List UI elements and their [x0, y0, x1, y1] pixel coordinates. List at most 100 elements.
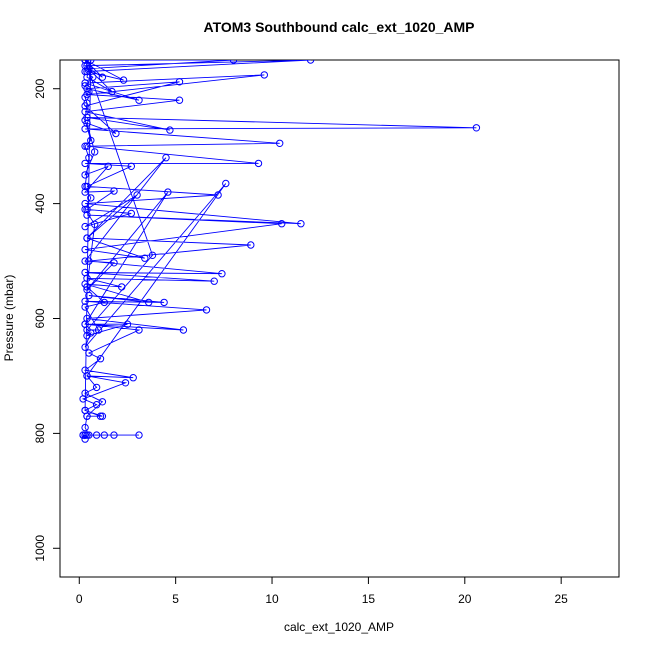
- data-point: [81, 182, 89, 191]
- data-point: [81, 431, 89, 439]
- data-point: [110, 187, 118, 195]
- data-point: [89, 73, 97, 81]
- data-point: [83, 286, 91, 294]
- data-point: [85, 349, 93, 357]
- data-point: [96, 412, 105, 420]
- data-point: [92, 383, 101, 392]
- data-point: [81, 205, 89, 214]
- data-point: [85, 154, 93, 162]
- data-point: [87, 194, 95, 202]
- data-point: [96, 355, 105, 363]
- data-point: [260, 71, 268, 79]
- data-point: [121, 379, 130, 387]
- series-layer: [79, 60, 481, 443]
- data-point: [127, 209, 136, 218]
- data-point: [87, 60, 95, 64]
- data-point: [81, 159, 89, 168]
- data-point: [91, 220, 99, 229]
- x-tick-label: 10: [265, 592, 279, 606]
- data-point: [112, 129, 120, 138]
- data-point: [79, 431, 87, 439]
- data-point: [175, 96, 184, 104]
- data-point: [179, 326, 188, 334]
- data-point: [104, 162, 112, 171]
- data-point: [81, 257, 89, 265]
- x-tick-label: 25: [554, 592, 568, 606]
- data-point: [247, 241, 255, 249]
- y-tick-label: 600: [33, 308, 47, 328]
- chart-title: ATOM3 Southbound calc_ext_1020_AMP: [204, 19, 475, 35]
- data-point: [98, 412, 107, 420]
- y-tick-label: 1000: [33, 535, 47, 562]
- data-point: [98, 398, 107, 406]
- x-tick-label: 15: [362, 592, 376, 606]
- data-point: [83, 431, 91, 439]
- data-point: [135, 326, 143, 334]
- data-point: [85, 257, 93, 265]
- data-point: [83, 283, 91, 291]
- data-point: [81, 116, 89, 125]
- data-point: [92, 431, 101, 439]
- data-point: [81, 93, 89, 102]
- data-point: [133, 191, 141, 199]
- data-point: [254, 159, 263, 168]
- x-tick-label: 5: [172, 592, 179, 606]
- data-point: [229, 60, 238, 64]
- data-point: [202, 306, 211, 314]
- data-point: [145, 298, 153, 307]
- data-point: [100, 431, 109, 439]
- data-point: [81, 108, 89, 116]
- data-point: [94, 326, 103, 334]
- y-axis-label: Pressure (mbar): [2, 275, 16, 362]
- data-point: [85, 431, 93, 439]
- data-point: [81, 435, 89, 443]
- data-point: [81, 142, 89, 150]
- data-point: [119, 76, 128, 84]
- data-point: [91, 148, 99, 156]
- data-point: [83, 142, 91, 150]
- data-point: [110, 259, 118, 267]
- data-point: [85, 87, 93, 96]
- data-point: [160, 298, 168, 307]
- x-tick-label: 20: [458, 592, 472, 606]
- plot-frame: [59, 59, 620, 578]
- data-point: [81, 222, 89, 231]
- data-point: [127, 162, 136, 171]
- data-point: [81, 268, 89, 277]
- data-point: [129, 374, 137, 382]
- data-point: [81, 389, 89, 397]
- series-line: [81, 60, 477, 440]
- data-point: [210, 277, 218, 285]
- data-point: [83, 326, 91, 334]
- data-point: [214, 191, 222, 199]
- x-tick-label: 0: [76, 592, 83, 606]
- data-point: [135, 96, 143, 104]
- y-tick-label: 200: [33, 78, 47, 98]
- x-axis: 0 5 10 15 20 25: [76, 576, 568, 606]
- data-point: [92, 401, 101, 409]
- data-point: [81, 297, 89, 305]
- data-point: [297, 220, 305, 228]
- data-point: [110, 431, 118, 439]
- data-point: [162, 154, 170, 162]
- data-point: [81, 82, 89, 90]
- data-point: [306, 60, 315, 64]
- data-point: [141, 254, 149, 262]
- data-point: [83, 372, 91, 380]
- data-point: [81, 245, 89, 254]
- data-point: [81, 343, 89, 351]
- data-point: [81, 406, 89, 415]
- x-axis-label: calc_ext_1020_AMP: [284, 620, 394, 634]
- data-point: [87, 136, 95, 145]
- data-point: [135, 431, 143, 439]
- data-point: [81, 423, 89, 432]
- data-point: [118, 283, 126, 291]
- data-point: [222, 179, 230, 188]
- data-point: [81, 188, 89, 196]
- y-tick-label: 400: [33, 193, 47, 213]
- data-point: [81, 60, 89, 64]
- y-tick-label: 800: [33, 423, 47, 443]
- data-point: [83, 205, 91, 214]
- data-point: [81, 171, 89, 179]
- data-point: [175, 78, 184, 86]
